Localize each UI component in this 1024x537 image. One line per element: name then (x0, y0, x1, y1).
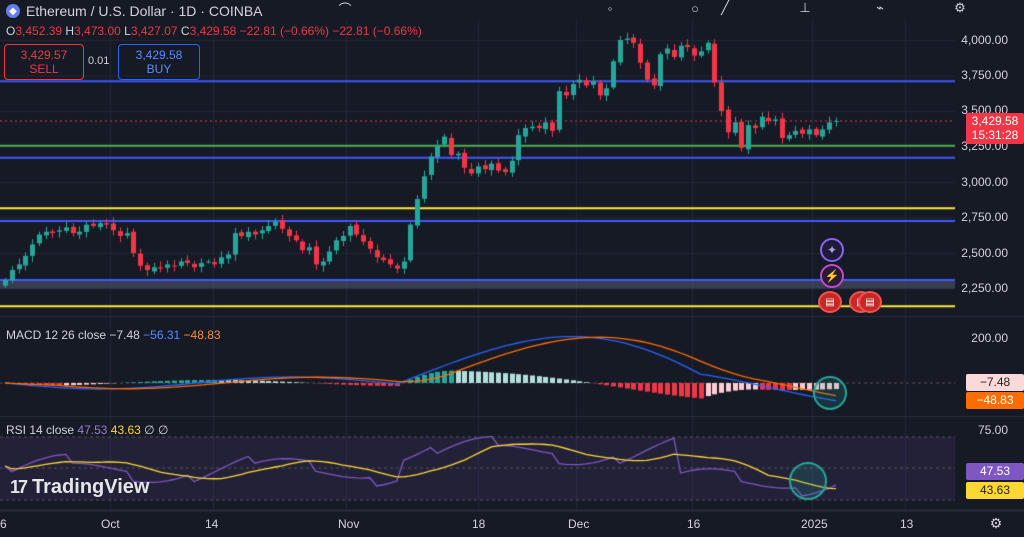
buy-price: 3,429.58 (135, 48, 183, 62)
sell-price: 3,429.57 (20, 48, 68, 62)
rsi-tag: 47.53 (966, 463, 1024, 480)
change-value-2: −22.81 (−0.66%) (332, 24, 422, 38)
sell-label: SELL (29, 62, 59, 76)
time-axis-label: 14 (205, 517, 219, 531)
time-axis-label: 13 (900, 517, 914, 531)
time-axis-label: 18 (472, 517, 486, 531)
time-axis-label: Oct (101, 517, 120, 531)
high-value: 3,473.00 (74, 24, 121, 38)
macd-tag: −7.48 (966, 374, 1024, 391)
spread-value: 0.01 (88, 55, 110, 67)
current-price: 3,429.58 (971, 114, 1019, 128)
time-axis-label: Nov (338, 517, 360, 531)
circle-tool-icon[interactable]: ○ (691, 0, 699, 16)
time-axis-label: 6 (0, 517, 7, 531)
macd-value: −7.48 (109, 328, 140, 342)
open-value: 3,452.39 (15, 24, 63, 38)
price-axis-label: 2,750.00 (961, 210, 1008, 224)
buy-label: BUY (146, 62, 172, 76)
ohlc-readout: O3,452.39 H3,473.00 L3,427.07 C3,429.58 … (6, 24, 422, 38)
drawing-tool-icon[interactable]: ⌒ (338, 1, 352, 17)
current-price-tag: 3,429.58 15:31:28 (966, 113, 1024, 144)
price-axis-label: 2,250.00 (961, 281, 1008, 295)
symbol-header[interactable]: ◆ Ethereum / U.S. Dollar · 1D · COINBA (6, 2, 263, 20)
buy-button[interactable]: 3,429.58 BUY (118, 44, 200, 80)
us-flag-event-icon[interactable]: ▤ (858, 291, 882, 313)
macd-axis-label: 200.00 (971, 331, 1008, 345)
settings-gear-icon[interactable]: ⚙ (989, 514, 1003, 531)
price-axis-label: 3,000.00 (961, 175, 1008, 189)
top-toolbar: ⌒ ◦ ○ ╱ ⊥ ⌁ ⚙ (330, 0, 1020, 18)
rsi-legend[interactable]: RSI 14 close 47.53 43.63 ∅ ∅ (6, 423, 169, 437)
bar-countdown: 15:31:28 (971, 128, 1019, 142)
price-axis-label: 4,000.00 (961, 33, 1008, 47)
ethereum-icon: ◆ (6, 4, 20, 18)
rsi-value: 47.53 (77, 423, 108, 437)
price-axis-label: 2,500.00 (961, 246, 1008, 260)
pointer-icon[interactable]: ◦ (607, 0, 613, 16)
rsi-ma-tag: 43.63 (966, 482, 1024, 499)
ideas-star-icon[interactable]: ✦ (820, 238, 844, 262)
change-value: −22.81 (−0.66%) (239, 24, 330, 38)
macd-signal-value: −56.31 (143, 328, 181, 342)
time-axis-label: Dec (568, 517, 590, 531)
time-axis-label: 2025 (801, 517, 828, 531)
sell-button[interactable]: 3,429.57 SELL (4, 44, 84, 80)
tradingview-wordmark: TradingView (32, 476, 150, 498)
macd-legend[interactable]: MACD 12 26 close −7.48 −56.31 −48.83 (6, 328, 221, 342)
rsi-axis-label: 75.00 (977, 423, 1008, 437)
brush-tool-icon[interactable]: ⌁ (876, 0, 884, 15)
settings-tool-icon[interactable]: ⚙ (954, 0, 966, 15)
price-axis-label: 3,750.00 (961, 68, 1008, 82)
us-flag-event-icon[interactable]: ▤ (818, 291, 842, 313)
close-value: 3,429.58 (189, 24, 237, 38)
macd-hist-tag: −48.83 (966, 392, 1024, 409)
tradingview-logo[interactable]: 17 TradingView (10, 476, 149, 499)
low-value: 3,427.07 (130, 24, 178, 38)
symbol-title[interactable]: Ethereum / U.S. Dollar · 1D · COINBA (26, 3, 263, 19)
measure-tool-icon[interactable]: ⊥ (799, 0, 811, 15)
line-tool-icon[interactable]: ╱ (721, 0, 729, 15)
macd-hist-value: −48.83 (183, 328, 221, 342)
time-axis-label: 16 (687, 517, 701, 531)
lightning-event-icon[interactable]: ⚡ (820, 264, 844, 288)
rsi-ma-value: 43.63 (110, 423, 141, 437)
tradingview-mark-icon: 17 (10, 477, 28, 497)
